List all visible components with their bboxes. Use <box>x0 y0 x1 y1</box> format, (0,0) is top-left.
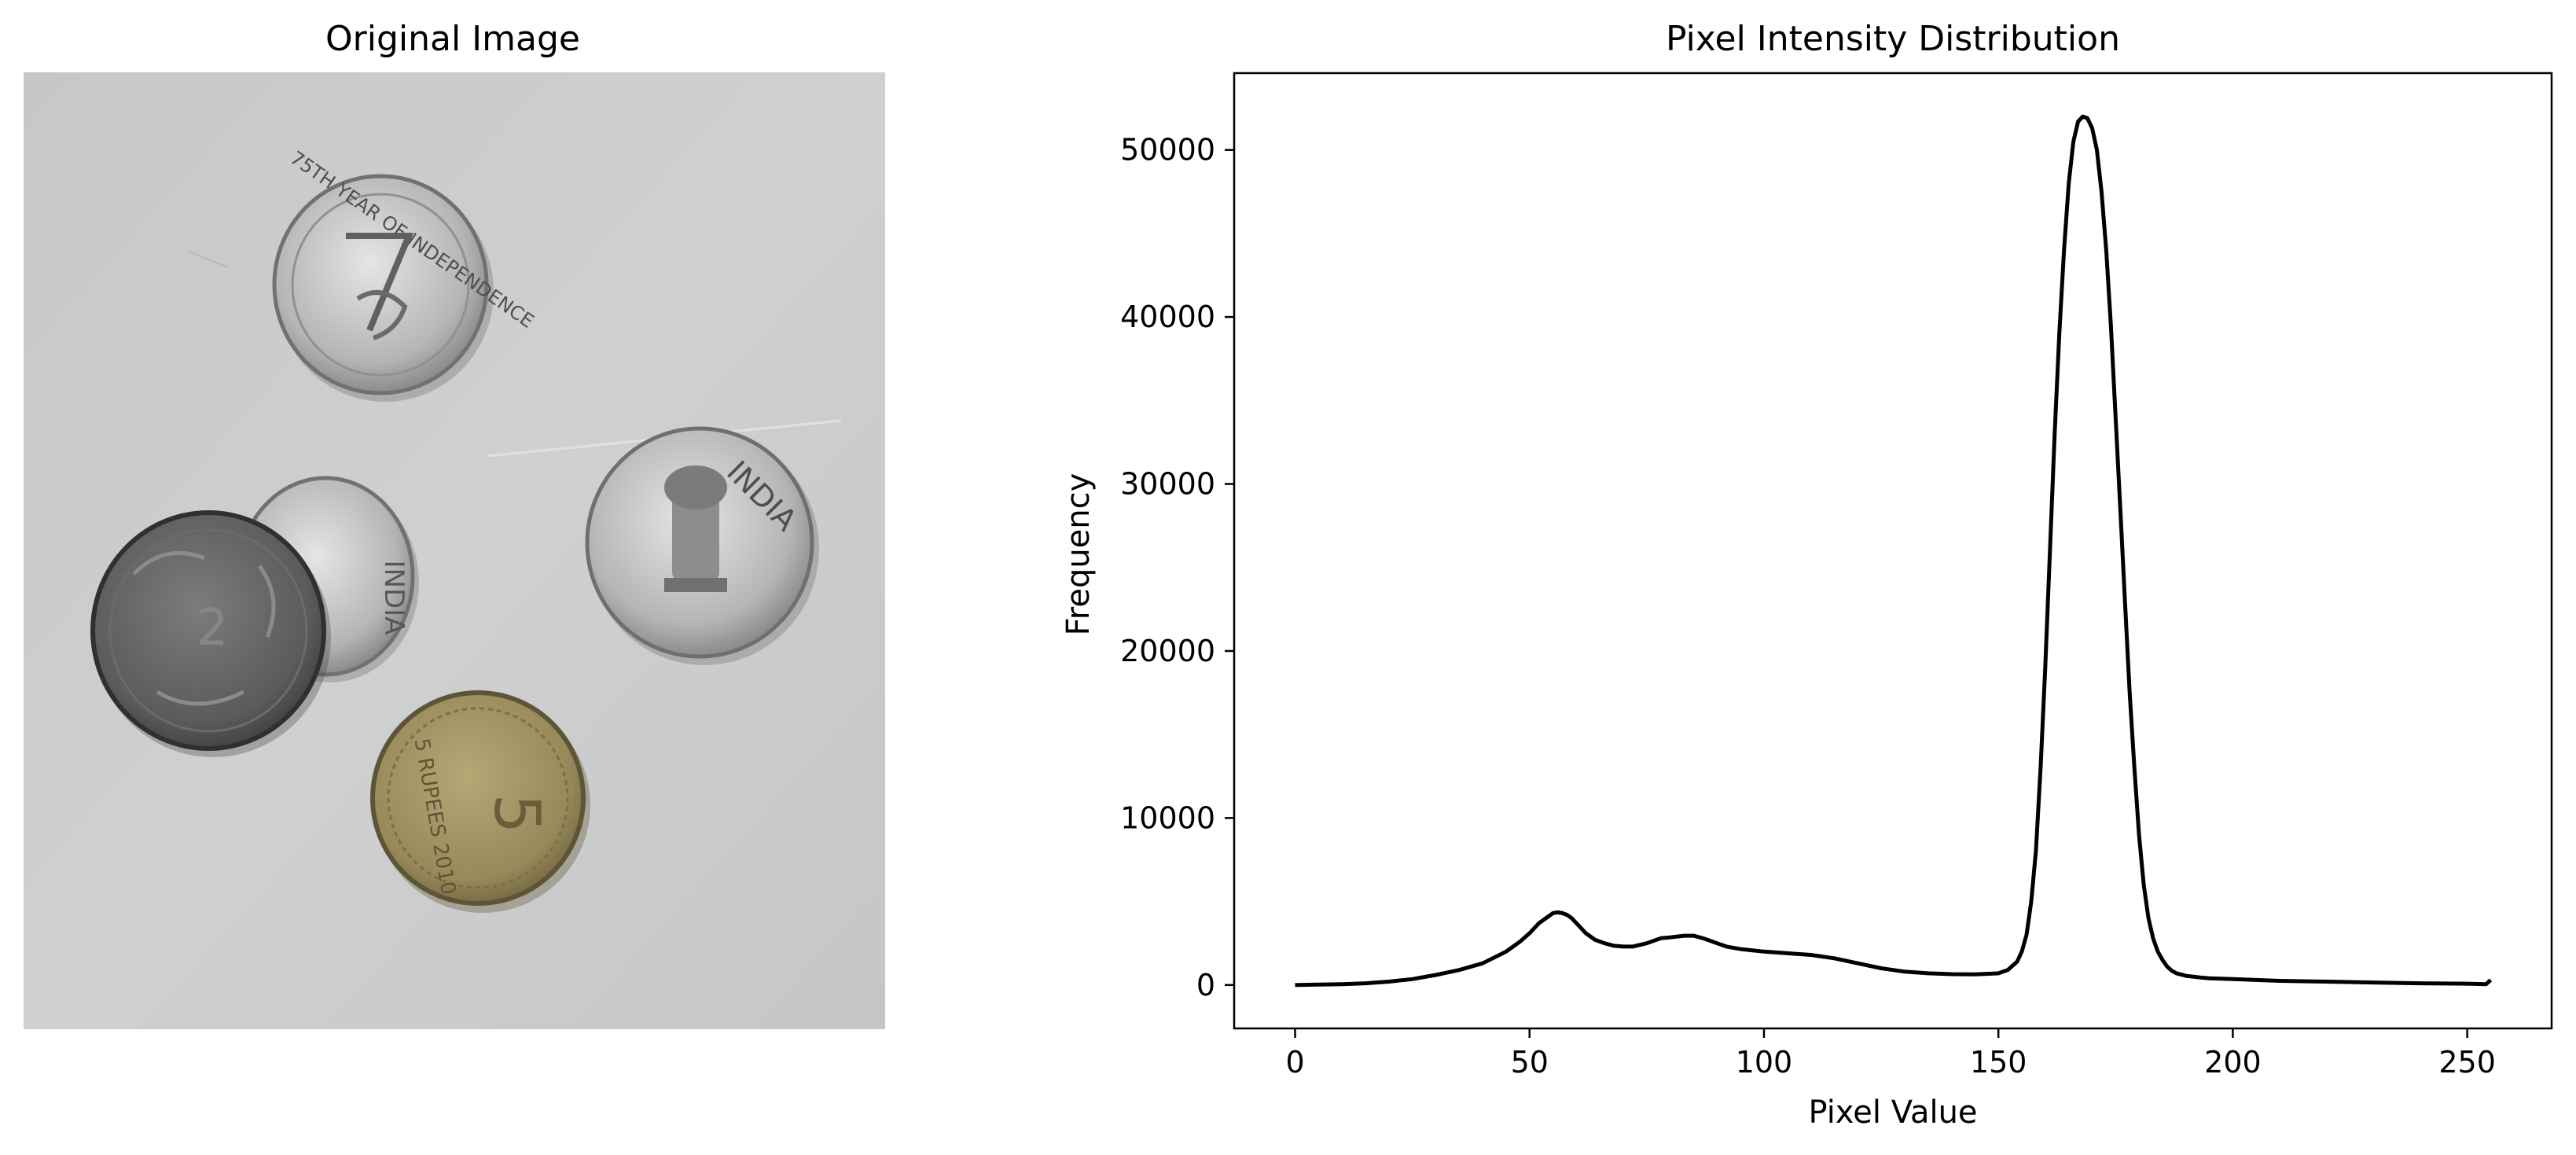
coin-emblem: INDIA <box>585 426 819 665</box>
x-axis: 0 50 100 150 200 250 <box>1285 1028 2496 1080</box>
plot-area <box>1233 72 2553 1030</box>
scratch-line-small <box>188 251 229 268</box>
coin-gold: 5 5 RUPEES 2010 <box>370 690 590 913</box>
coin-dark-text: 2 <box>197 599 229 657</box>
y-axis-label: Frequency <box>1060 473 1097 636</box>
y-tick-label: 20000 <box>1120 634 1215 668</box>
x-tick-label: 50 <box>1511 1045 1549 1080</box>
y-axis: 0 10000 20000 30000 40000 50000 <box>1120 133 1234 1002</box>
series-line <box>1295 114 2493 988</box>
y-tick-label: 50000 <box>1120 133 1215 167</box>
chart-title: Pixel Intensity Distribution <box>1666 19 2120 59</box>
left-panel-title: Original Image <box>325 19 580 59</box>
coin-dark: 2 <box>90 510 331 757</box>
left-panel: Original Image 75TH YEAR OF INDEPENDENCE… <box>24 19 885 1029</box>
coins-photo: 75TH YEAR OF INDEPENDENCE INDIA 2 <box>24 72 885 1029</box>
y-tick-label: 40000 <box>1120 300 1215 334</box>
chart-panel: Pixel Intensity Distribution 0 50 100 150 20… <box>1060 19 2553 1131</box>
y-tick-label: 30000 <box>1120 467 1215 502</box>
x-tick-label: 250 <box>2438 1045 2496 1080</box>
x-tick-label: 200 <box>2204 1045 2262 1080</box>
y-tick-label: 10000 <box>1120 800 1215 835</box>
x-tick-label: 100 <box>1736 1045 1793 1080</box>
coin-india-small-text: INDIA <box>378 561 410 635</box>
svg-text:5: 5 <box>480 794 553 834</box>
x-tick-label: 0 <box>1285 1045 1304 1080</box>
y-tick-label: 0 <box>1196 968 1215 1002</box>
x-tick-label: 150 <box>1970 1045 2027 1080</box>
x-axis-label: Pixel Value <box>1808 1094 1977 1131</box>
